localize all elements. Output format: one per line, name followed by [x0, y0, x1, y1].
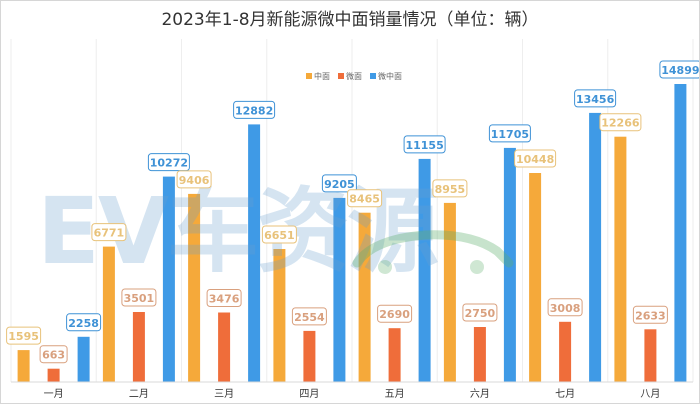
x-axis-label: 二月 — [129, 388, 149, 400]
data-label: 10272 — [150, 157, 188, 170]
x-axis-label: 一月 — [44, 388, 64, 400]
bar-中面 — [188, 193, 201, 382]
bar-中面 — [273, 249, 286, 382]
bar-微中面 — [674, 84, 687, 382]
bar-中面 — [443, 202, 456, 382]
data-label-box — [321, 174, 357, 193]
x-axis-label: 八月 — [640, 388, 660, 400]
data-label: 13456 — [576, 93, 615, 106]
legend-swatch — [306, 73, 312, 79]
bar-微面 — [473, 327, 486, 382]
data-label: 9406 — [179, 174, 210, 187]
data-label-box — [233, 100, 276, 119]
data-label-box — [574, 89, 617, 108]
legend-label: 中面 — [314, 71, 330, 81]
data-label: 12882 — [235, 104, 273, 117]
bar-中面 — [17, 350, 30, 382]
data-label: 14899 — [661, 64, 699, 77]
data-label-box — [291, 307, 327, 326]
bar-微中面 — [589, 112, 602, 383]
data-label-box — [659, 60, 699, 79]
data-label: 6651 — [264, 229, 295, 242]
data-label-box — [147, 153, 190, 172]
data-label-box — [121, 288, 157, 307]
data-label: 2633 — [635, 309, 666, 322]
bar-微中面 — [333, 197, 346, 382]
watermark-wheel-icon — [470, 260, 484, 274]
data-label-box — [6, 326, 42, 345]
legend-label: 微中面 — [378, 71, 402, 81]
data-label: 2554 — [294, 311, 325, 324]
x-axis-labels: 一月 二月 三月 四月 五月 六月 七月 八月 — [44, 388, 661, 400]
data-label-box — [206, 289, 242, 307]
data-label-box — [488, 124, 531, 143]
data-label-box — [261, 225, 297, 244]
data-label-box — [39, 345, 68, 364]
chart-bars — [17, 84, 687, 383]
data-label: 9205 — [324, 178, 355, 191]
legend-swatch — [338, 73, 344, 79]
data-label-box — [514, 149, 557, 168]
data-label-box — [632, 305, 668, 324]
bar-中面 — [529, 173, 542, 382]
data-label: 3476 — [209, 293, 240, 306]
data-label: 3008 — [550, 302, 581, 315]
bar-微面 — [559, 321, 572, 382]
x-axis-label: 六月 — [470, 388, 490, 400]
bar-微中面 — [248, 124, 261, 383]
data-label-box — [347, 189, 383, 208]
data-label-box — [403, 135, 446, 154]
bar-微面 — [47, 368, 60, 382]
bar-微面 — [303, 330, 316, 382]
x-axis-label: 三月 — [214, 388, 234, 400]
data-label-box — [462, 303, 498, 322]
bar-微中面 — [162, 176, 175, 382]
legend-label: 微面 — [346, 71, 362, 81]
x-axis-label: 四月 — [299, 388, 319, 400]
data-label: 2690 — [379, 308, 410, 321]
data-label-box — [91, 223, 127, 242]
data-label: 11155 — [405, 139, 443, 152]
data-label: 11705 — [491, 128, 529, 141]
data-label: 8955 — [435, 183, 466, 196]
bar-微中面 — [503, 147, 516, 382]
x-axis-label: 五月 — [385, 388, 405, 400]
data-label-box — [176, 170, 212, 189]
data-label: 2258 — [68, 317, 99, 330]
data-label-box — [432, 179, 468, 198]
bar-中面 — [614, 136, 627, 382]
bar-微面 — [218, 312, 231, 382]
data-label: 10448 — [516, 153, 554, 166]
data-label: 6771 — [94, 227, 125, 240]
bar-微中面 — [77, 336, 90, 382]
data-label: 1595 — [8, 330, 39, 343]
bar-微面 — [644, 329, 657, 382]
data-label: 12266 — [601, 117, 640, 130]
bar-微面 — [388, 328, 401, 382]
data-label: 663 — [42, 349, 65, 362]
bar-微面 — [132, 312, 145, 382]
watermark-wheel-icon — [378, 260, 392, 274]
legend: 中面 微面 微中面 — [306, 71, 402, 81]
chart-grid — [10, 39, 694, 382]
legend-swatch — [370, 73, 376, 79]
bar-中面 — [102, 246, 115, 382]
data-label: 8465 — [349, 193, 380, 206]
data-label-box — [599, 113, 642, 132]
bar-微中面 — [418, 158, 431, 382]
chart-title: 2023年1-8月新能源微中面销量情况（单位：辆） — [161, 10, 538, 30]
x-axis-label: 七月 — [555, 388, 575, 400]
data-label-box — [66, 313, 102, 332]
watermark-car-icon — [352, 230, 514, 268]
bar-中面 — [358, 212, 371, 382]
data-label: 2750 — [465, 307, 496, 320]
data-label-box — [547, 298, 583, 317]
data-label-box — [377, 304, 413, 323]
data-label: 3501 — [124, 292, 155, 305]
